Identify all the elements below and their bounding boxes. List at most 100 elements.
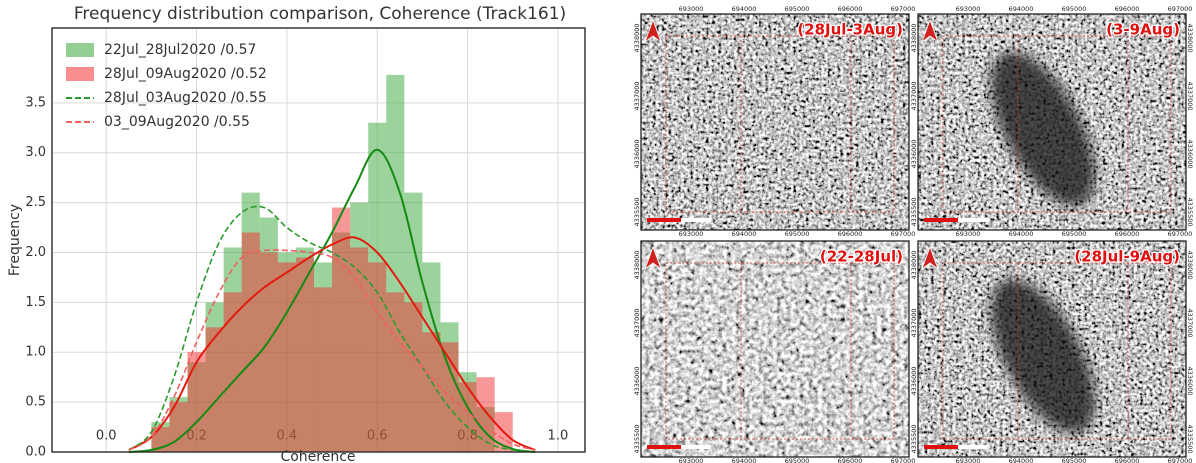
northing-label: 4337000 — [1186, 309, 1194, 338]
y-tick-label: 2.5 — [25, 195, 46, 210]
x-tick-label: 0.0 — [96, 429, 117, 444]
histogram-bar — [223, 292, 242, 452]
scale-bar — [647, 218, 681, 222]
northing-label: 4335500 — [633, 198, 641, 227]
northing-label: 4335500 — [1186, 425, 1194, 454]
legend-label: 28Jul_09Aug2020 /0.52 — [104, 66, 267, 82]
easting-label: 697000 — [891, 5, 916, 13]
histogram-bar — [404, 302, 423, 452]
y-tick-label: 0.0 — [25, 445, 46, 460]
easting-label: 694000 — [732, 457, 757, 463]
northing-label: 4338000 — [633, 24, 641, 53]
scale-bar — [924, 445, 958, 449]
easting-label: 695000 — [785, 230, 810, 238]
map-panel: (3-9Aug) 693000 693000 694000 694000 695000 69… — [910, 5, 1194, 238]
histogram-bar — [350, 247, 369, 452]
easting-label: 693000 — [679, 457, 704, 463]
scale-bar — [958, 218, 988, 222]
scale-bar — [958, 445, 988, 449]
easting-label: 693000 — [679, 5, 704, 13]
legend-label: 03_09Aug2020 /0.55 — [104, 114, 250, 130]
northing-label: 4336000 — [1186, 140, 1194, 169]
scale-bar — [924, 218, 958, 222]
easting-label: 697000 — [1168, 5, 1193, 13]
northing-label: 4335500 — [633, 425, 641, 454]
northing-label: 4335500 — [910, 425, 918, 454]
panel-label: (28Jul-9Aug) — [1074, 248, 1180, 266]
scale-bar — [681, 445, 711, 449]
map-panel: (28Jul-9Aug) 693000 694000 695000 696000 6970… — [910, 240, 1194, 463]
histogram-bar — [241, 232, 260, 452]
easting-label: 693000 — [956, 5, 981, 13]
north-arrow — [644, 245, 662, 271]
northing-label: 4338000 — [633, 251, 641, 280]
map-frame — [640, 13, 910, 231]
scale-bar — [681, 218, 711, 222]
density-line — [128, 236, 536, 451]
legend-swatch — [66, 43, 94, 57]
map-frame — [917, 240, 1187, 458]
northing-label: 4338000 — [1186, 251, 1194, 280]
histogram-bar — [259, 252, 278, 452]
northing-label: 4337000 — [1186, 82, 1194, 111]
y-tick-label: 1.0 — [25, 345, 46, 360]
y-tick-label: 0.5 — [25, 395, 46, 410]
northing-label: 4336000 — [633, 367, 641, 396]
easting-label: 696000 — [838, 457, 863, 463]
red-grid — [942, 262, 1172, 440]
histogram-bar — [422, 332, 441, 452]
northing-label: 4338000 — [910, 24, 918, 53]
easting-label: 694000 — [1009, 5, 1034, 13]
y-axis-label: Frequency — [7, 204, 23, 276]
easting-label: 697000 — [1168, 230, 1193, 238]
density-line — [128, 148, 536, 453]
easting-label: 696000 — [1115, 457, 1140, 463]
legend-label: 28Jul_03Aug2020 /0.55 — [104, 90, 267, 106]
histogram-bar — [169, 402, 188, 452]
red-grid — [942, 35, 1172, 213]
easting-label: 693000 — [679, 230, 704, 238]
map-panel: (28Jul-3Aug) 693000 693000 694000 694000 6950… — [633, 5, 915, 238]
red-grid — [665, 262, 895, 440]
easting-label: 695000 — [785, 5, 810, 13]
northing-label: 4336000 — [1186, 367, 1194, 396]
northing-label: 4338000 — [910, 251, 918, 280]
legend-label: 22Jul_28Jul2020 /0.57 — [104, 42, 256, 58]
histogram-bar — [187, 352, 206, 452]
dark-patch — [990, 51, 1096, 207]
histogram-bar — [205, 327, 224, 452]
easting-label: 694000 — [732, 230, 757, 238]
legend-swatch — [66, 67, 94, 81]
y-tick-label: 3.0 — [25, 145, 46, 160]
northing-label: 4336000 — [910, 367, 918, 396]
easting-label: 697000 — [891, 457, 916, 463]
sar-texture — [641, 241, 909, 457]
histogram-bar — [368, 262, 387, 452]
dark-patch — [990, 278, 1096, 434]
northing-label: 4336000 — [910, 140, 918, 169]
sar-texture — [641, 14, 909, 230]
map-frame — [640, 240, 910, 458]
easting-label: 695000 — [1062, 5, 1087, 13]
northing-label: 4337000 — [910, 309, 918, 338]
map-panel: (22-28Jul) 693000 694000 695000 696000 697000… — [633, 240, 916, 463]
easting-label: 694000 — [1009, 457, 1034, 463]
north-arrow — [921, 18, 939, 44]
density-line — [128, 249, 536, 451]
y-tick-label: 1.5 — [25, 295, 46, 310]
easting-label: 696000 — [1115, 230, 1140, 238]
histogram-bar — [476, 377, 495, 452]
histogram-bar — [386, 292, 405, 452]
plot-border — [51, 27, 586, 453]
panel-label: (28Jul-3Aug) — [797, 21, 903, 39]
histogram-bar — [277, 262, 296, 452]
easting-label: 697000 — [891, 230, 916, 238]
northing-label: 4335500 — [910, 198, 918, 227]
panel-label: (3-9Aug) — [1106, 21, 1180, 39]
red-grid — [665, 35, 895, 213]
y-tick-label: 3.5 — [25, 95, 46, 110]
panel-label: (22-28Jul) — [820, 248, 903, 266]
easting-label: 694000 — [1009, 230, 1034, 238]
scale-bar — [647, 445, 681, 449]
histogram-bar — [313, 287, 333, 452]
